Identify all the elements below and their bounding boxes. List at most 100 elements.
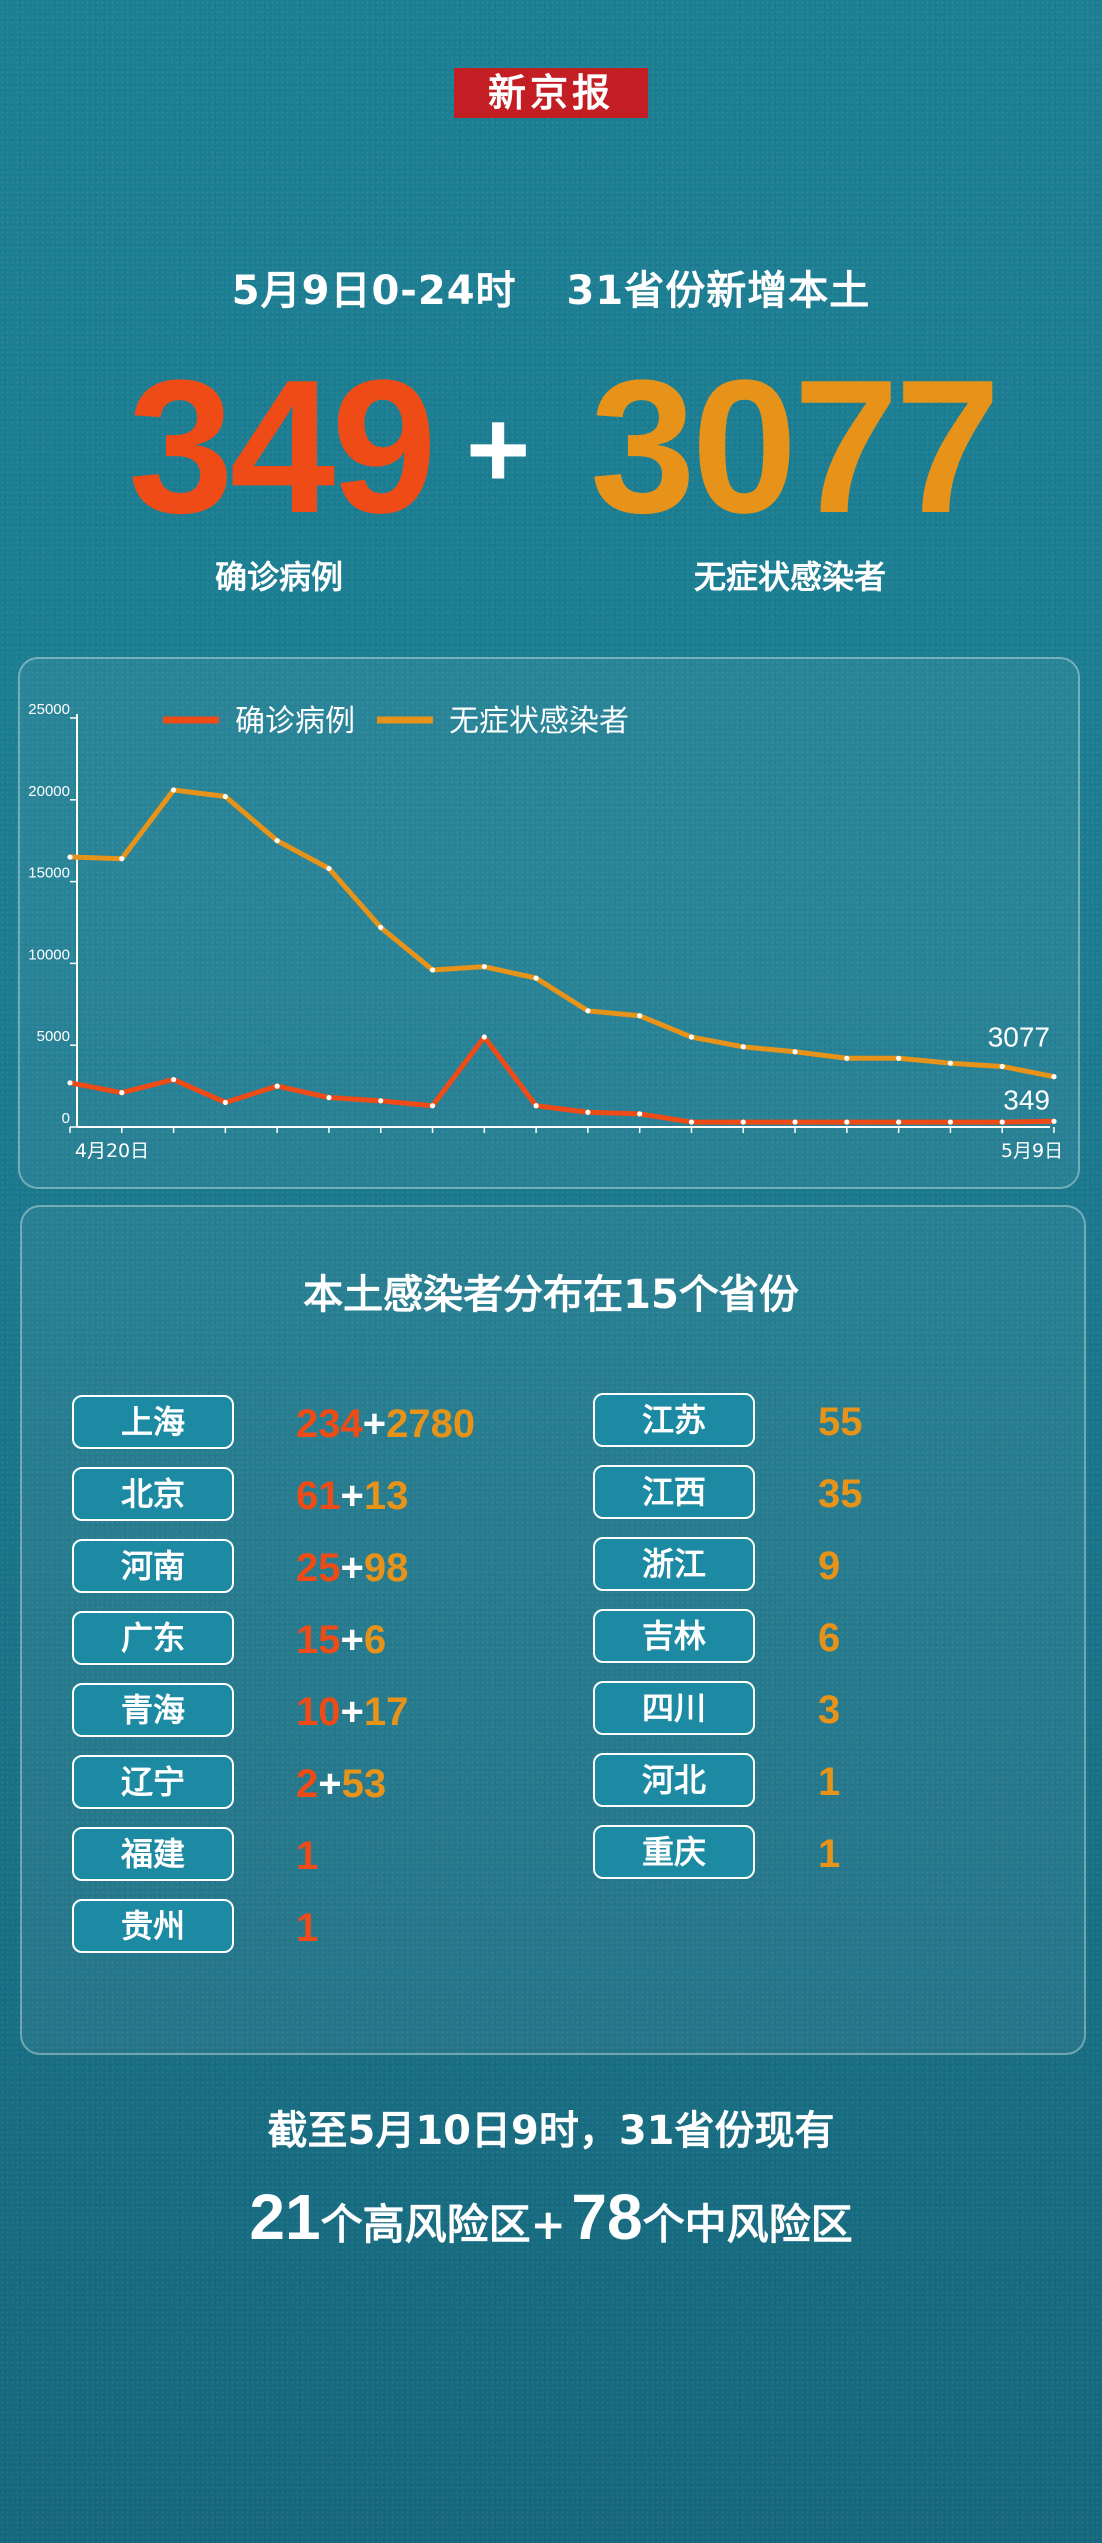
series-1-point — [481, 964, 487, 970]
series-0-point — [429, 1103, 436, 1109]
series-0-point — [67, 1080, 73, 1086]
series-1-point — [533, 975, 539, 981]
series-1-point — [792, 1049, 798, 1055]
x-tick-label-end: 5月9日 — [1001, 1140, 1063, 1162]
province-value: 1 — [296, 1901, 318, 1955]
province-asymptomatic: 9 — [818, 1544, 841, 1588]
risk-area-summary: 21个高风险区+ 78个中风险区 — [0, 2180, 1102, 2254]
plus-sign: + — [340, 1618, 364, 1662]
series-0-point — [119, 1090, 125, 1096]
series-0-point — [999, 1119, 1005, 1125]
province-badge: 河北 — [593, 1753, 755, 1807]
x-tick-label-start: 4月20日 — [75, 1140, 149, 1162]
province-value: 15+6 — [296, 1613, 386, 1667]
province-badge: 北京 — [72, 1467, 234, 1521]
province-badge: 上海 — [72, 1395, 234, 1449]
y-tick-label: 15000 — [28, 865, 70, 882]
province-badge: 江西 — [593, 1465, 755, 1519]
mid-risk-count: 78 — [571, 2181, 643, 2253]
plus-sign: + — [340, 1474, 364, 1518]
province-value: 1 — [818, 1755, 840, 1809]
plus-sign: + — [340, 1546, 364, 1590]
province-badge: 福建 — [72, 1827, 234, 1881]
series-1-point — [429, 967, 436, 973]
province-confirmed: 234 — [296, 1402, 363, 1446]
series-0-point — [792, 1119, 798, 1125]
province-value: 35 — [818, 1467, 863, 1521]
province-badge: 重庆 — [593, 1825, 755, 1879]
province-badge: 广东 — [72, 1611, 234, 1665]
series-0-point — [637, 1111, 643, 1117]
series-1-point — [274, 838, 280, 844]
series-1-point — [67, 854, 73, 860]
province-asymptomatic: 1 — [818, 1760, 841, 1804]
high-risk-label: 个高风险区+ — [320, 2200, 566, 2249]
series-line-0 — [67, 1034, 1057, 1125]
series-1-point — [844, 1055, 850, 1061]
province-confirmed: 2 — [296, 1762, 319, 1806]
province-asymptomatic: 53 — [341, 1762, 387, 1806]
distribution-title: 本土感染者分布在15个省份 — [303, 1272, 799, 1318]
province-value: 6 — [818, 1611, 840, 1665]
plus-sign: + — [340, 1690, 364, 1734]
province-value: 10+17 — [296, 1685, 408, 1739]
province-asymptomatic: 6 — [363, 1618, 387, 1662]
province-badge: 四川 — [593, 1681, 755, 1735]
headline-date: 5月9日0-24时 — [231, 268, 517, 314]
province-confirmed: 25 — [296, 1546, 341, 1590]
series-0-point — [533, 1103, 539, 1109]
province-asymptomatic: 2780 — [386, 1402, 476, 1446]
series-1-point — [740, 1044, 746, 1050]
province-badge: 河南 — [72, 1539, 234, 1593]
province-value: 25+98 — [296, 1541, 408, 1595]
series-1-point — [119, 856, 125, 862]
province-confirmed: 10 — [296, 1690, 341, 1734]
province-asymptomatic: 3 — [818, 1688, 841, 1732]
headline: 5月9日0-24时 31省份新增本土 — [0, 258, 1102, 316]
province-confirmed: 15 — [296, 1618, 341, 1662]
series-1-point — [1051, 1074, 1057, 1080]
risk-area-intro: 截至5月10日9时，31省份现有 — [267, 2108, 835, 2154]
chart-panel — [18, 657, 1080, 1189]
province-badge: 辽宁 — [72, 1755, 234, 1809]
province-confirmed: 1 — [296, 1906, 319, 1950]
plus-sign: + — [362, 1402, 387, 1446]
province-asymptomatic: 17 — [363, 1690, 409, 1734]
headline-scope: 31省份新增本土 — [566, 268, 871, 314]
series-0-point — [170, 1076, 177, 1083]
series-1-point — [222, 793, 228, 800]
province-badge: 青海 — [72, 1683, 234, 1737]
trend-chart: 0 5000 10000 15000 20000 25000 4月20日 5月9日 确诊病例 无症… — [28, 701, 1063, 1162]
legend-label-0: 确诊病例 — [235, 704, 355, 739]
y-tick-label: 0 — [62, 1110, 70, 1127]
province-badge: 浙江 — [593, 1537, 755, 1591]
province-value: 1 — [818, 1827, 840, 1881]
series-1-point — [585, 1008, 591, 1014]
confirmed-total: 349 — [128, 341, 437, 553]
series-0-point — [1051, 1118, 1057, 1124]
province-value: 61+13 — [296, 1469, 408, 1523]
province-asymptomatic: 1 — [818, 1832, 841, 1876]
y-tick-label: 20000 — [28, 783, 70, 800]
series-1-point — [896, 1055, 902, 1061]
series-0-point — [896, 1119, 902, 1125]
province-value: 2+53 — [296, 1757, 386, 1811]
province-asymptomatic: 13 — [363, 1474, 409, 1518]
series-1-point — [999, 1063, 1005, 1070]
province-asymptomatic: 35 — [818, 1472, 863, 1516]
province-value: 9 — [818, 1539, 840, 1593]
province-badge: 江苏 — [593, 1393, 755, 1447]
province-asymptomatic: 98 — [363, 1546, 409, 1590]
series-end-label-0: 349 — [1003, 1084, 1050, 1115]
asymptomatic-total: 3077 — [590, 341, 1001, 553]
province-badge: 吉林 — [593, 1609, 755, 1663]
province-asymptomatic: 55 — [818, 1400, 863, 1444]
province-value: 234+2780 — [296, 1397, 475, 1451]
y-tick-label: 5000 — [37, 1028, 70, 1045]
mid-risk-label: 个中风险区 — [642, 2200, 853, 2249]
brand-logo: 新京报 — [454, 68, 648, 118]
series-end-label-1: 3077 — [988, 1022, 1050, 1053]
province-value: 55 — [818, 1395, 863, 1449]
series-0-point — [481, 1034, 487, 1040]
series-0-point — [740, 1119, 746, 1125]
